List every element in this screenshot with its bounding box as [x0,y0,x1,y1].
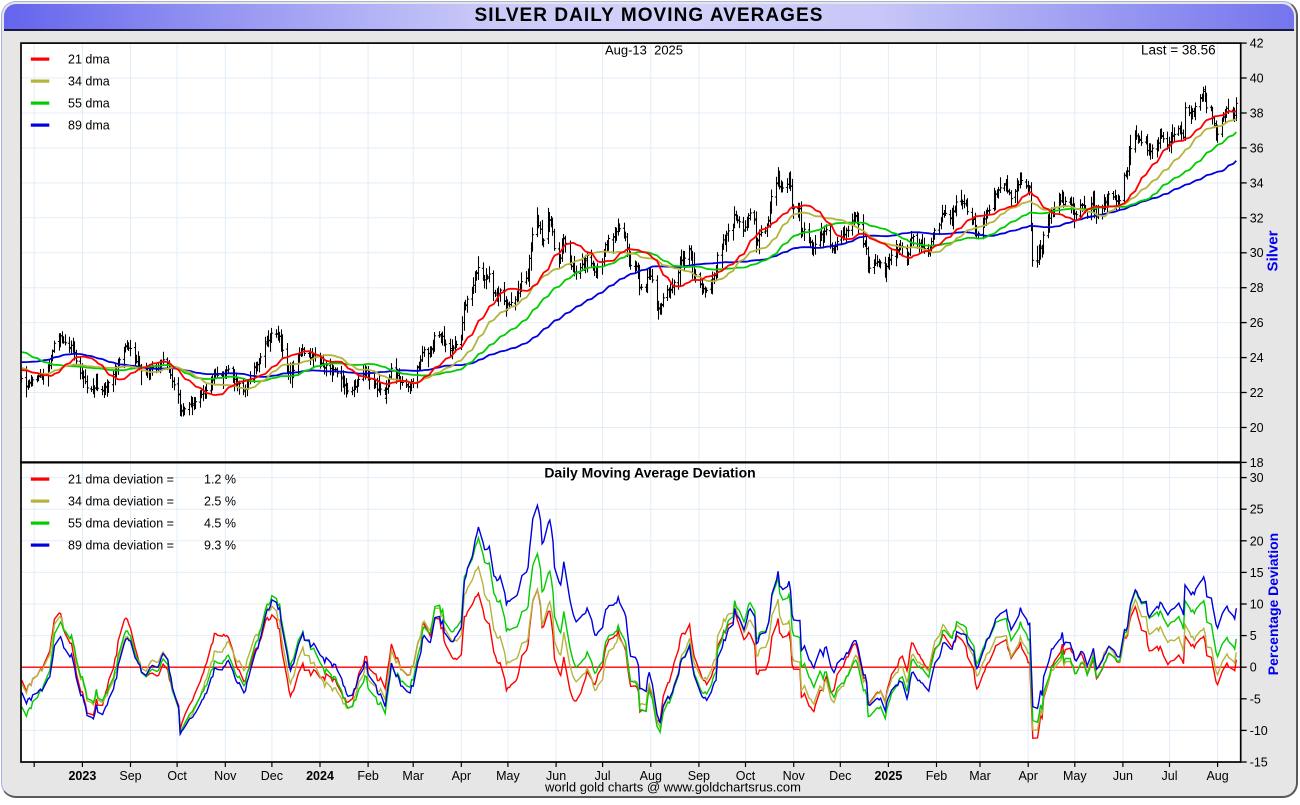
svg-text:Nov: Nov [783,769,806,783]
svg-text:30: 30 [1250,246,1264,260]
svg-text:Last = 38.56: Last = 38.56 [1141,43,1216,58]
svg-text:Nov: Nov [214,769,237,783]
svg-text:32: 32 [1250,211,1264,225]
svg-text:2023: 2023 [68,769,96,783]
svg-text:Aug: Aug [640,769,662,783]
svg-text:-5: -5 [1250,692,1261,706]
svg-text:-10: -10 [1250,724,1268,738]
svg-text:Silver: Silver [1265,230,1282,271]
svg-text:Jul: Jul [1162,769,1178,783]
svg-text:May: May [1063,769,1087,783]
svg-text:21 dma: 21 dma [68,53,110,67]
svg-text:10: 10 [1250,598,1264,612]
svg-text:Dec: Dec [829,769,851,783]
svg-text:Oct: Oct [167,769,187,783]
svg-text:Jun: Jun [1113,769,1133,783]
svg-text:Sep: Sep [688,769,710,783]
svg-text:2025: 2025 [874,769,902,783]
svg-text:24: 24 [1250,351,1264,365]
svg-text:2024: 2024 [306,769,334,783]
svg-text:20: 20 [1250,421,1264,435]
svg-text:Percentage Deviation: Percentage Deviation [1265,533,1281,675]
svg-text:Oct: Oct [736,769,756,783]
svg-text:5: 5 [1250,629,1257,643]
svg-text:Sep: Sep [119,769,141,783]
svg-text:May: May [496,769,520,783]
svg-text:Feb: Feb [357,769,379,783]
svg-text:Jul: Jul [595,769,611,783]
svg-text:18: 18 [1250,456,1264,470]
svg-text:2.5 %: 2.5 % [204,495,236,509]
svg-text:Dec: Dec [261,769,283,783]
svg-text:Feb: Feb [926,769,948,783]
svg-text:15: 15 [1250,566,1264,580]
svg-text:26: 26 [1250,316,1264,330]
svg-text:22: 22 [1250,386,1264,400]
svg-text:1.2 %: 1.2 % [204,473,236,487]
svg-text:4.5 %: 4.5 % [204,517,236,531]
svg-text:Daily Moving Average Deviation: Daily Moving Average Deviation [544,465,755,481]
svg-text:-15: -15 [1250,756,1268,770]
svg-text:Apr: Apr [1018,769,1037,783]
svg-text:34 dma: 34 dma [68,75,110,89]
svg-text:28: 28 [1250,281,1264,295]
svg-text:9.3 %: 9.3 % [204,539,236,553]
svg-text:89 dma deviation =: 89 dma deviation = [68,539,174,553]
svg-text:40: 40 [1250,72,1264,86]
svg-text:world gold charts @ www.goldch: world gold charts @ www.goldchartsrus.co… [544,780,801,795]
svg-text:34: 34 [1250,176,1264,190]
svg-text:89 dma: 89 dma [68,119,110,133]
svg-text:0: 0 [1250,661,1257,675]
svg-text:Jun: Jun [546,769,566,783]
svg-text:25: 25 [1250,503,1264,517]
svg-text:34 dma deviation =: 34 dma deviation = [68,495,174,509]
svg-text:Mar: Mar [969,769,991,783]
svg-text:Aug-13 2025: Aug-13 2025 [605,43,683,58]
svg-text:55 dma deviation =: 55 dma deviation = [68,517,174,531]
svg-text:42: 42 [1250,37,1264,51]
svg-text:Mar: Mar [402,769,424,783]
svg-text:38: 38 [1250,107,1264,121]
svg-text:20: 20 [1250,534,1264,548]
svg-text:21 dma deviation =: 21 dma deviation = [68,473,174,487]
svg-text:30: 30 [1250,471,1264,485]
svg-text:Apr: Apr [452,769,471,783]
svg-text:36: 36 [1250,141,1264,155]
svg-text:55 dma: 55 dma [68,97,110,111]
svg-text:Aug: Aug [1206,769,1228,783]
